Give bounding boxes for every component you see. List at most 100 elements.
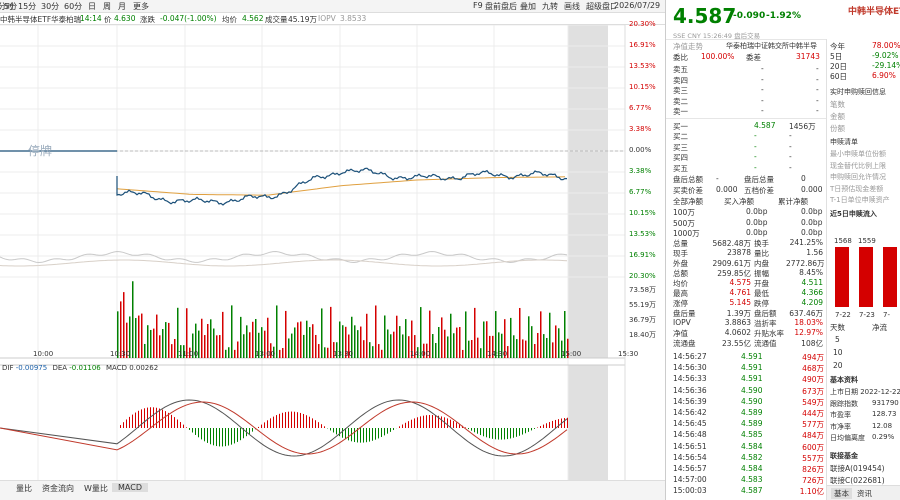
macd-bar: [447, 418, 448, 428]
tab-5min[interactable]: 5分: [4, 2, 18, 11]
sell-level-volume: -: [816, 106, 819, 115]
after-hours-shade: [568, 25, 608, 358]
tab-30min[interactable]: 30分: [41, 2, 60, 11]
tab-month[interactable]: 月: [118, 2, 126, 11]
flow-bar-date: 7-: [883, 311, 890, 319]
volume-bar: [441, 317, 443, 358]
volume-bar: [135, 318, 137, 358]
macd-legend: DIF -0.00975 DEA -0.01106 MACD 0.00262: [2, 364, 158, 372]
tab-day[interactable]: 日: [88, 2, 96, 11]
buy-level-price: -: [754, 141, 757, 151]
volume-bar: [411, 320, 413, 358]
volume-bar: [399, 326, 401, 358]
premarket-button[interactable]: 盘前盘后: [485, 2, 517, 11]
macd-bar: [402, 424, 403, 428]
macd-bar: [501, 428, 502, 440]
linked-fund-c[interactable]: 联接C(022681): [830, 476, 885, 485]
macd-bar: [393, 428, 394, 431]
macd-bar: [552, 420, 553, 428]
macd-bar: [558, 419, 559, 428]
overlay-button[interactable]: 叠加: [520, 2, 536, 11]
tick-price: 4.582: [741, 452, 763, 462]
macd-bar: [486, 428, 487, 438]
tab-fenshi[interactable]: 分时: [0, 2, 14, 11]
tab-capital-flow[interactable]: 资金流向: [42, 484, 74, 493]
f9-button[interactable]: F9: [473, 1, 483, 10]
stat-value: 23878: [727, 248, 751, 257]
macd-bar: [159, 408, 160, 428]
period-label: 今年: [830, 42, 845, 51]
tab-volume-ratio[interactable]: 量比: [16, 484, 32, 493]
volume-axis-label: 73.58万: [629, 286, 657, 294]
volume-bar: [558, 328, 560, 358]
tab-week[interactable]: 周: [103, 2, 111, 11]
draw-line-button[interactable]: 画线: [564, 2, 580, 11]
tick-time: 14:56:54: [673, 452, 707, 462]
tick-time: 14:56:51: [673, 441, 707, 451]
tick-time: 14:56:30: [673, 363, 707, 373]
volume-bar: [297, 322, 299, 358]
security-name: 中韩半导体ETF华泰柏瑞: [0, 15, 82, 24]
macd-bar: [498, 428, 499, 440]
macd-bar: [336, 428, 337, 435]
volume-bar: [408, 336, 410, 358]
volume-bar: [474, 307, 476, 358]
macd-bar: [342, 428, 343, 438]
macd-bar: [363, 428, 364, 443]
super-quote-button[interactable]: 超级盘口: [586, 2, 616, 11]
stat-value: 5.145: [729, 298, 751, 307]
volume-bar: [567, 338, 569, 358]
stat-label: 内盘: [754, 259, 769, 268]
sell-level-price: -: [761, 74, 764, 84]
stat-label: 总量: [673, 239, 688, 248]
macd-bar: [453, 421, 454, 428]
price-axis-label: 20.30%: [629, 20, 656, 28]
flow-bar-value: 1559: [858, 237, 876, 245]
nine-turn-button[interactable]: 九转: [542, 2, 558, 11]
sell-level-price: -: [761, 95, 764, 105]
dif-line: [0, 399, 568, 457]
volume-bars: [117, 281, 569, 358]
macd-bar: [252, 428, 253, 432]
tab-more[interactable]: 更多: [133, 2, 149, 11]
nav-trend-link[interactable]: 净值走势: [673, 42, 703, 51]
macd-bar: [222, 428, 223, 447]
macd-bar: [234, 428, 235, 444]
linked-fund-a[interactable]: 联接A(019454): [830, 464, 885, 473]
tab-news[interactable]: 资讯: [857, 489, 872, 498]
price-axis-label: 0.00%: [629, 146, 652, 154]
macd-bar: [120, 425, 121, 428]
macd-bar: [366, 428, 367, 443]
flow-bar: [859, 247, 873, 307]
stat-value: 5682.48万: [712, 239, 751, 248]
tick-volume: 826万: [802, 465, 824, 474]
intraday-chart[interactable]: [0, 25, 665, 480]
tab-macd[interactable]: MACD: [112, 483, 148, 492]
macd-bar: [189, 428, 190, 430]
tick-price: 4.590: [741, 385, 763, 395]
tab-w-volume-ratio[interactable]: W量比: [84, 484, 108, 493]
tab-basic[interactable]: 基本: [831, 488, 852, 499]
macd-bar: [357, 428, 358, 443]
macd-bar: [381, 428, 382, 437]
volume-bar: [150, 329, 152, 358]
volume-bar: [504, 319, 506, 358]
tab-15min[interactable]: 15分: [18, 2, 37, 11]
macd-bar: [528, 428, 529, 432]
list-item: 申购赎回允许情况: [830, 173, 886, 181]
tick-volume: 468万: [802, 364, 824, 374]
macd-bar: [426, 415, 427, 428]
stat-value: 108亿: [801, 339, 823, 348]
avg-label: 均价: [222, 15, 237, 24]
sell-level-volume: -: [816, 95, 819, 105]
time-axis-label: 10:30: [110, 350, 131, 358]
volume-bar: [495, 311, 497, 358]
period-label: 60日: [830, 72, 848, 81]
price-axis-label: 6.77%: [629, 104, 652, 112]
volume-bar: [252, 321, 254, 358]
macd-bar: [339, 428, 340, 437]
volume-bar: [396, 315, 398, 358]
list-item: 最小申赎单位份额: [830, 150, 886, 158]
buy-level-label: 买五: [673, 163, 688, 173]
tab-60min[interactable]: 60分: [64, 2, 83, 11]
